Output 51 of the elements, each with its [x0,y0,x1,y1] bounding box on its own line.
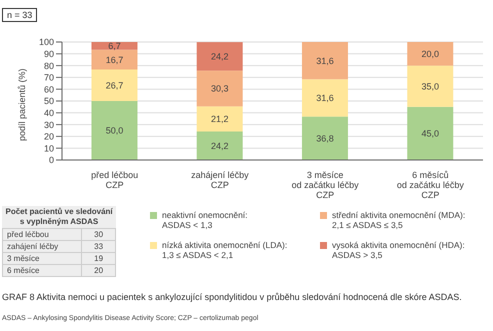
data-label: 26,7 [106,80,124,90]
bar [196,106,243,132]
patient-count-table: Počet pacientů ve sledování s vyplněným ASDAS před léčbou 30 zahájení léčby 33 3 měsíce 19 6 měsíce 20 [2,206,116,277]
x-tick-label: 6 měsíců od začátku léčby CZP [396,170,464,200]
bar [302,42,348,80]
x-tick-label: 3 měsíce od začátku léčby CZP [292,170,360,200]
data-label: 6,7 [108,41,121,52]
y-tick-label: 20 [44,132,54,142]
legend-label: nízká aktivita onemocnění (LDA): 1,3 ≤ ASDAS < 2,1 [162,240,288,260]
y-tick-label: 100 [38,37,54,48]
y-tick-label: 60 [44,84,54,94]
y-tick-label: 50 [44,96,54,106]
bar [407,66,454,107]
bar [196,42,243,71]
bar [302,116,348,160]
data-label: 31,6 [316,93,334,104]
bar [91,42,138,50]
y-tick-label: 80 [44,60,54,71]
y-tick-label: 30 [44,120,54,130]
data-label: 30,3 [210,84,228,94]
data-label: 50,0 [106,126,124,136]
x-tick-label: zahájení léčby CZP [191,170,250,190]
text: n = 33 [2,8,38,22]
y-tick-label: 10 [44,143,54,154]
y-axis-title: podíl pacientů (%) [17,68,28,141]
x-tick-label: před léčbou CZP [91,170,138,190]
data-label: 45,0 [421,128,439,139]
bar [91,101,138,160]
data-label: 35,0 [421,81,439,92]
data-label: 20,0 [421,48,439,59]
data-label: 21,2 [210,114,228,124]
data-label: 24,2 [210,140,228,151]
data-label: 24,2 [210,52,228,62]
bar [302,79,348,117]
bar [91,69,138,101]
bar [91,50,138,70]
legend-label: neaktivní onemocnění: ASDAS < 1,3 [162,210,248,230]
bar [196,131,243,160]
text: GRAF 8 Aktivita nemoci u pacientek s ankylozující spondylitidou v průběhu sledování hodnocená dle skóre ASDAS. [2,292,463,302]
data-label: 16,7 [106,54,124,65]
legend-label: střední aktivita onemocnění (MDA): 2,1 ≤ ASDAS ≤ 3,5 [332,210,466,230]
data-label: 36,8 [316,133,334,144]
y-tick-label: 40 [44,108,54,118]
y-tick-label: 0 [48,155,54,166]
bar [196,70,243,106]
bar [407,106,454,160]
y-tick-label: 70 [44,72,54,83]
y-tick-label: 90 [44,48,54,59]
data-label: 31,6 [316,56,334,66]
legend-label: vysoká aktivita onemocnění (HDA): ASDAS > 3,5 [332,240,465,260]
bar [407,42,454,66]
